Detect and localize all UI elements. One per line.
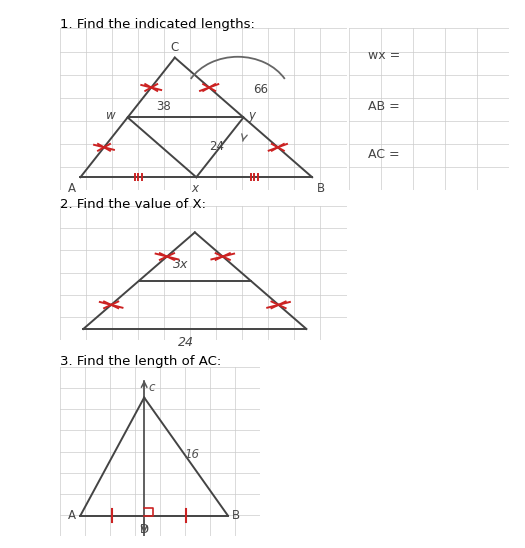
Text: A: A bbox=[68, 182, 76, 195]
Text: C: C bbox=[171, 42, 179, 54]
Text: D: D bbox=[140, 523, 149, 536]
Text: 3. Find the length of AC:: 3. Find the length of AC: bbox=[60, 355, 222, 368]
Text: w: w bbox=[106, 109, 116, 122]
Text: B: B bbox=[317, 182, 325, 195]
Text: wx =: wx = bbox=[369, 49, 401, 62]
Text: B: B bbox=[232, 509, 240, 522]
Text: 24: 24 bbox=[178, 336, 194, 349]
Text: 24: 24 bbox=[209, 140, 224, 153]
Text: 2. Find the value of X:: 2. Find the value of X: bbox=[60, 198, 206, 212]
Text: c: c bbox=[148, 381, 155, 394]
Text: 66: 66 bbox=[253, 83, 268, 96]
Text: 38: 38 bbox=[156, 100, 171, 112]
Text: 1. Find the indicated lengths:: 1. Find the indicated lengths: bbox=[60, 18, 255, 31]
Text: y: y bbox=[248, 109, 256, 122]
Text: AC =: AC = bbox=[369, 148, 400, 161]
Text: 16: 16 bbox=[185, 448, 200, 461]
Text: x: x bbox=[191, 182, 198, 195]
Text: 3x: 3x bbox=[173, 258, 188, 271]
Text: AB =: AB = bbox=[369, 100, 400, 112]
Text: A: A bbox=[68, 509, 76, 522]
